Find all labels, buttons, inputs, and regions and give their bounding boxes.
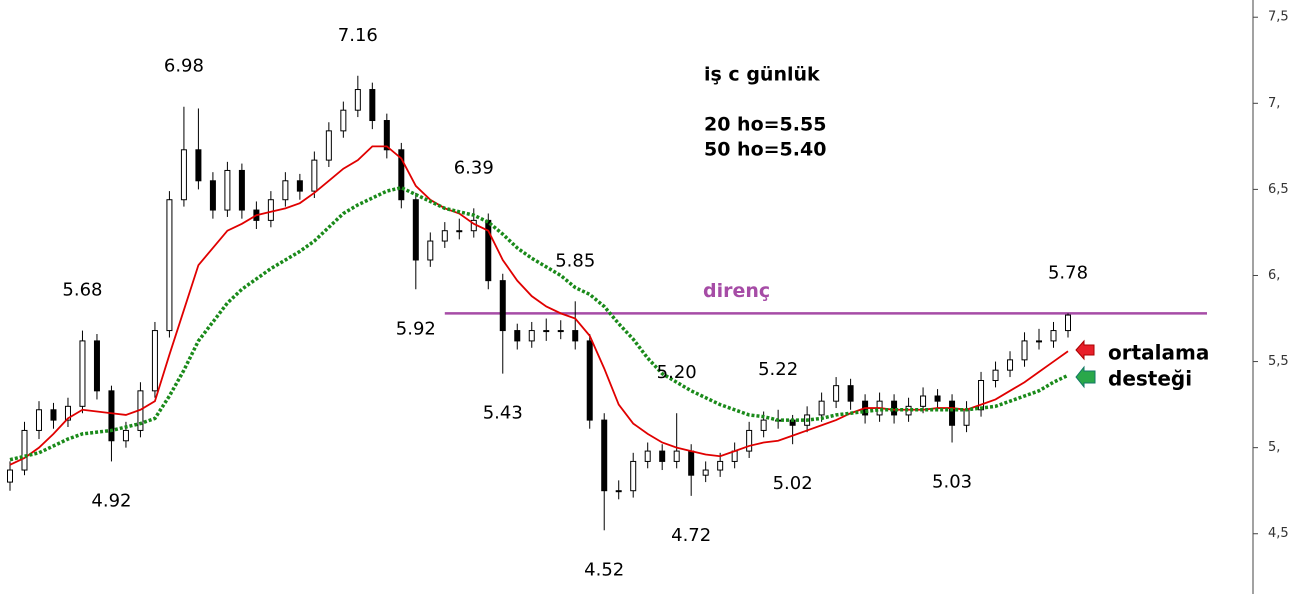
candle-body: [296, 180, 303, 192]
price-annotation: 5.43: [483, 403, 523, 424]
candle-body: [383, 120, 390, 151]
candle-body: [934, 395, 941, 402]
note: iş c günlük: [704, 64, 820, 86]
candle-body: [1007, 359, 1014, 371]
candle-body: [601, 419, 608, 492]
candle-body: [760, 419, 767, 431]
candle-body: [238, 169, 245, 211]
resistance-label: direnç: [703, 280, 770, 302]
candle-body: [340, 109, 347, 132]
candle-body: [93, 340, 100, 392]
y-tick-label: 7,5: [1268, 10, 1289, 25]
candle-body: [746, 429, 753, 452]
candle-body: [398, 149, 405, 201]
candle-body: [543, 330, 550, 333]
candle-body: [1036, 340, 1043, 343]
candle-body: [659, 450, 666, 462]
candle-body: [180, 149, 187, 201]
red-arrow: [1075, 339, 1095, 361]
price-annotation: 5.02: [773, 473, 813, 494]
candle-body: [282, 180, 289, 201]
candle-body: [108, 390, 115, 442]
y-tick-label: 4,5: [1268, 526, 1289, 541]
price-annotation: 4.52: [584, 559, 624, 580]
candle-body: [586, 340, 593, 421]
price-annotation: 4.72: [671, 525, 711, 546]
candle-body: [79, 340, 86, 407]
price-annotation: 5.20: [657, 362, 697, 383]
candle-body: [514, 330, 521, 342]
candle-body: [949, 400, 956, 426]
candle-body: [1050, 330, 1057, 342]
candle-body: [673, 450, 680, 462]
price-annotation: 6.39: [454, 157, 494, 178]
candle-body: [963, 409, 970, 426]
candle-body: [224, 169, 231, 211]
y-tick-label: 5,: [1268, 440, 1280, 455]
candle-body: [267, 199, 274, 221]
candle-body: [1065, 314, 1071, 332]
candle-body: [818, 400, 825, 416]
candle-body: [630, 460, 637, 492]
y-tick-label: 7,: [1268, 96, 1280, 111]
candle-body: [325, 130, 332, 161]
price-annotation: 4.92: [91, 490, 131, 511]
candle-body: [369, 89, 376, 122]
green-arrow: [1075, 365, 1096, 389]
y-tick-label: 5,5: [1268, 354, 1289, 369]
candle-body: [499, 280, 506, 332]
candle-body: [64, 405, 71, 421]
candle-body: [688, 450, 695, 476]
candle-body: [441, 230, 448, 242]
candle-body: [847, 385, 854, 402]
candle-body: [717, 460, 724, 471]
candle-body: [122, 429, 129, 442]
moving-average: [9, 185, 1069, 462]
candle-body: [572, 330, 579, 342]
price-annotation: 7.16: [338, 25, 378, 46]
price-annotation: 5.78: [1048, 262, 1088, 283]
candle-body: [166, 199, 173, 332]
candle-body: [35, 409, 42, 431]
candle-body: [151, 330, 158, 392]
price-annotation: 5.85: [555, 250, 595, 271]
candle-body: [992, 369, 999, 382]
candle-body: [1021, 340, 1028, 361]
price-annotation: 5.92: [396, 318, 436, 339]
note: 50 ho=5.40: [704, 139, 826, 161]
candle-body: [833, 385, 840, 402]
price-annotation: 5.68: [62, 280, 102, 301]
candle-body: [615, 490, 622, 493]
candle-body: [456, 230, 463, 233]
candle-body: [702, 469, 709, 476]
candle-body: [354, 89, 361, 111]
candle-body: [7, 469, 13, 483]
candle-body: [209, 180, 216, 211]
candle-body: [195, 149, 202, 182]
side-label: ortalama: [1108, 341, 1209, 365]
y-tick-label: 6,5: [1268, 182, 1289, 197]
candle-body: [427, 240, 434, 261]
y-tick-label: 6,: [1268, 268, 1280, 283]
candle-body: [920, 395, 927, 407]
price-annotation: 5.03: [932, 471, 972, 492]
candle-body: [311, 159, 318, 192]
candle-body: [412, 199, 419, 261]
candle-body: [528, 330, 535, 342]
candle-body: [644, 450, 651, 462]
candle-body: [21, 429, 28, 471]
candle-body: [557, 330, 564, 333]
price-annotation: 5.22: [758, 359, 798, 380]
candle-body: [50, 409, 57, 421]
side-label: desteği: [1108, 367, 1192, 391]
price-annotation: 6.98: [164, 56, 204, 77]
note: 20 ho=5.55: [704, 114, 826, 136]
